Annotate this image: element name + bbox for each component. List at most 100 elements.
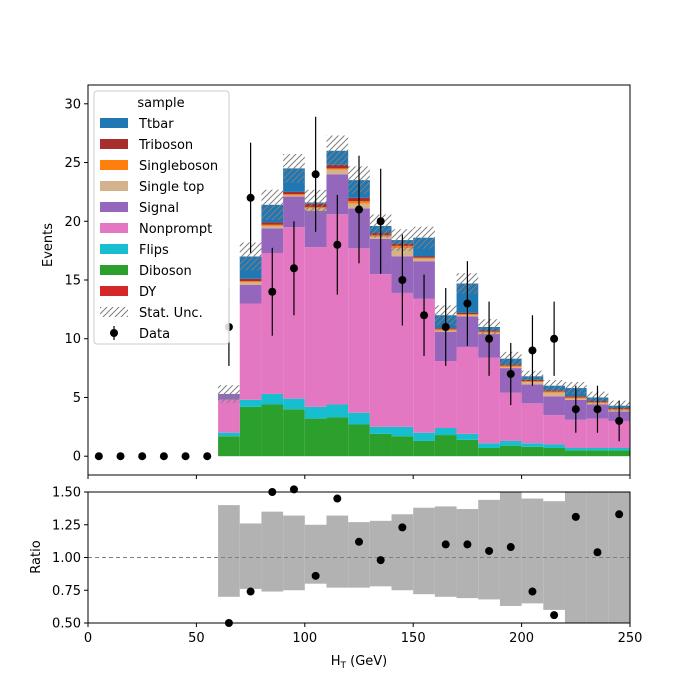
bar-singleboson (283, 194, 305, 196)
data-point (441, 322, 450, 331)
bar-nonprompt (564, 419, 587, 448)
legend-swatch (100, 202, 128, 212)
ratio-y-axis-label: Ratio (29, 540, 44, 573)
data-point (376, 217, 385, 226)
bar-diboson (434, 435, 457, 457)
stat-unc-box (283, 154, 305, 183)
legend-label: Diboson (139, 264, 192, 279)
data-point (593, 405, 602, 414)
bar-flips (456, 433, 479, 440)
data-point (94, 452, 103, 461)
y-tick-label: 25 (64, 156, 81, 171)
bar-nonprompt (239, 303, 262, 400)
ratio-point (441, 540, 450, 549)
x-label-sub: T (340, 661, 347, 671)
ratio-y-ticks: 0.50 0.75 1.00 1.25 1.50 (52, 486, 88, 632)
legend-swatch (100, 181, 128, 191)
bar-triboson (326, 164, 349, 169)
bar-singleboson (543, 391, 565, 393)
bar-nonprompt (413, 298, 435, 433)
legend-label: Signal (139, 201, 179, 216)
ratio-y-tick-label: 1.25 (52, 518, 81, 533)
bar-nonprompt (348, 248, 370, 413)
y-tick-label: 5 (73, 391, 81, 406)
bar-nonprompt (456, 346, 479, 434)
bar-nonprompt (521, 403, 544, 444)
bar-single-top (239, 282, 262, 285)
bar-nonprompt (326, 214, 349, 405)
bar-single-top (413, 258, 435, 262)
bar-flips (564, 447, 587, 451)
legend-label: Data (139, 327, 170, 342)
x-label-text: H (331, 654, 341, 669)
bar-flips (543, 444, 565, 448)
bar-flips (521, 443, 544, 447)
ratio-point (550, 611, 559, 620)
bar-triboson (283, 191, 305, 195)
legend-title: sample (137, 96, 184, 111)
ratio-point (593, 548, 602, 557)
bar-flips (478, 443, 500, 448)
ratio-band-box (608, 492, 630, 623)
bar-flips (413, 432, 435, 441)
ratio-points (224, 485, 624, 627)
ratio-point (463, 540, 472, 549)
legend-data-marker (110, 329, 118, 337)
bar-signal (283, 196, 305, 228)
legend-items: Ttbar Triboson Singleboson Single top Signal… (100, 117, 218, 342)
main-panel: 0 5 10 15 20 25 30 Events sample Ttbar Triboson… (41, 84, 631, 479)
stat-unc-box (239, 242, 262, 271)
ratio-x-ticks: 0 50 100 150 200 250 (84, 623, 642, 646)
stat-unc-box (413, 226, 435, 249)
ratio-y-tick-label: 0.75 (52, 584, 81, 599)
bar-nonprompt (434, 361, 457, 429)
bar-diboson (304, 418, 327, 457)
bar-signal (261, 228, 284, 253)
legend-swatch (100, 160, 128, 170)
ratio-x-tick-label: 50 (188, 631, 205, 646)
bar-singleboson (326, 168, 349, 170)
bar-flips (586, 447, 609, 451)
ratio-point (311, 571, 320, 580)
main-x-ticks (87, 475, 631, 479)
stat-unc-box (218, 385, 240, 403)
y-tick-label: 10 (64, 332, 81, 347)
x-label-unit: (GeV) (346, 654, 387, 669)
stat-unc-box (543, 380, 565, 392)
ratio-point (528, 587, 537, 596)
ratio-band-box (304, 524, 327, 584)
bar-diboson (478, 447, 500, 457)
bar-single-top (543, 392, 565, 397)
bar-signal (521, 384, 544, 404)
data-point (268, 287, 277, 296)
stat-unc-box (261, 189, 284, 220)
data-point (463, 299, 472, 308)
bar-flips (369, 426, 392, 434)
bar-flips (348, 412, 370, 425)
legend: sample Ttbar Triboson Singleboson Single to… (93, 90, 230, 345)
data-point (203, 452, 212, 461)
bar-diboson (391, 436, 414, 457)
data-point (528, 346, 537, 355)
bar-diboson (218, 436, 240, 457)
y-tick-label: 15 (64, 274, 81, 289)
legend-box (93, 90, 230, 345)
bar-singleboson (261, 224, 284, 226)
bar-diboson (564, 450, 587, 457)
bar-nonprompt (391, 292, 414, 427)
bar-signal (239, 284, 262, 304)
ratio-point (289, 485, 298, 494)
data-point (181, 452, 190, 461)
y-tick-label: 0 (73, 450, 81, 465)
ratio-band-box (434, 506, 457, 597)
data-point (159, 452, 168, 461)
ratio-point (615, 510, 624, 519)
ratio-band-box (564, 492, 587, 623)
legend-swatch (100, 118, 128, 128)
legend-label: Flips (139, 243, 169, 258)
bar-flips (218, 432, 240, 437)
ratio-x-tick-label: 200 (509, 631, 534, 646)
legend-swatch-stat-unc (100, 307, 128, 317)
ratio-panel: 0.50 0.75 1.00 1.25 1.50 0 50 100 150 200 250 Rat… (29, 485, 642, 671)
